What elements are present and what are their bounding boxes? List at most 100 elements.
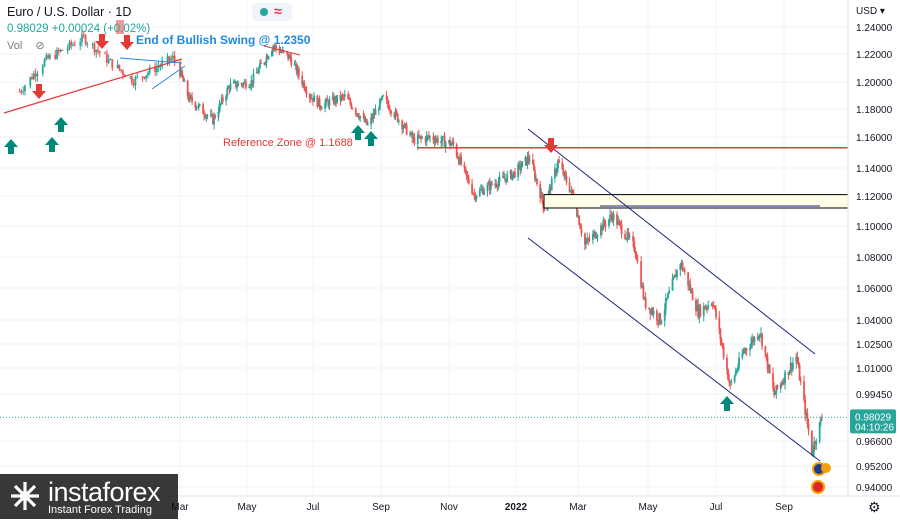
candle-body: [202, 104, 204, 114]
candle-body: [236, 86, 239, 88]
candle-body: [435, 137, 438, 140]
candle-body: [494, 183, 497, 186]
candle-body: [473, 193, 476, 195]
candle-body: [586, 238, 589, 243]
candle-body: [289, 55, 292, 59]
candle-body: [362, 115, 365, 117]
candle-body: [95, 49, 98, 53]
candle-body: [210, 114, 213, 116]
candle-body: [790, 362, 793, 370]
candle-body: [756, 337, 759, 339]
candle-body: [190, 95, 192, 98]
candle-body: [242, 82, 245, 86]
channel-upper-line: [527, 128, 816, 355]
candle-body: [648, 307, 651, 309]
arrow-head: [720, 396, 734, 404]
eye-slash-icon[interactable]: ⊘: [35, 40, 45, 52]
current-price-label: 0.98029: [855, 412, 892, 423]
candle-body: [249, 86, 252, 88]
candle-body: [682, 269, 685, 272]
candle-body: [528, 159, 531, 161]
candle-body: [243, 81, 246, 83]
green-up-arrow-icon: [45, 137, 59, 152]
candle-body: [374, 109, 377, 115]
candle-body: [557, 160, 559, 169]
candle-body: [358, 116, 360, 119]
candle-body: [248, 87, 251, 89]
candle-body: [206, 115, 209, 117]
candle-body: [402, 127, 405, 130]
candle-body: [526, 156, 529, 165]
candle-body: [664, 298, 667, 310]
volume-label[interactable]: Vol ⊘: [7, 38, 150, 55]
candle-body: [304, 89, 307, 92]
candle-body: [733, 375, 736, 382]
candle-body: [260, 63, 262, 65]
candle-body: [535, 178, 537, 180]
candle-body: [272, 46, 274, 52]
us-flag-icon[interactable]: [811, 480, 825, 494]
candle-body: [343, 94, 346, 97]
candle-body: [120, 69, 123, 71]
candle-body: [32, 73, 35, 79]
candle-body: [486, 184, 489, 192]
candle-body: [143, 76, 146, 79]
candle-body: [650, 309, 653, 314]
candle-body: [532, 164, 535, 170]
price-tick-label: 1.06000: [856, 284, 893, 295]
candle-body: [496, 186, 499, 188]
price-tick-label: 1.04000: [856, 316, 893, 327]
candle-body: [225, 96, 228, 102]
candle-body: [803, 381, 805, 400]
candle-body: [810, 430, 813, 455]
candle-body: [363, 116, 366, 122]
candle-body: [24, 85, 26, 92]
candle-body: [752, 338, 755, 343]
candle-body: [161, 61, 164, 67]
event-marker-icon[interactable]: [821, 463, 831, 473]
candle-body: [643, 297, 646, 299]
candle-body: [316, 95, 319, 107]
candle-body: [401, 120, 404, 130]
candle-body: [713, 306, 716, 308]
candle-body: [166, 56, 169, 62]
candle-body: [288, 55, 291, 59]
candle-body: [421, 137, 424, 139]
candle-body: [632, 236, 634, 242]
price-tick-label: 1.10000: [856, 222, 893, 233]
candle-body: [82, 34, 85, 36]
candle-body: [132, 82, 135, 86]
candle-body: [380, 99, 382, 101]
candle-body: [737, 367, 739, 371]
settings-gear-icon[interactable]: ⚙: [868, 499, 881, 515]
candle-body: [539, 184, 542, 199]
candle-body: [22, 91, 25, 93]
candle-body: [332, 96, 335, 104]
candle-body: [118, 64, 121, 70]
indicator-badge[interactable]: ≈: [252, 3, 292, 21]
candle-body: [658, 313, 661, 323]
candle-body: [695, 300, 697, 311]
candle-body: [403, 123, 406, 128]
arrow-stem: [8, 146, 14, 154]
candle-body: [308, 94, 311, 98]
candle-body: [550, 178, 553, 191]
candle-body: [168, 56, 171, 61]
candle-body: [416, 134, 419, 145]
candle-body: [478, 190, 481, 196]
candle-body: [518, 164, 521, 166]
candle-body: [795, 356, 798, 363]
candle-body: [450, 144, 453, 146]
candle-body: [181, 70, 184, 77]
candle-body: [147, 73, 149, 76]
candle-body: [498, 176, 501, 182]
candle-body: [109, 59, 112, 61]
candle-body: [440, 141, 443, 144]
candle-body: [86, 43, 89, 45]
candle-body: [326, 98, 329, 102]
candle-body: [396, 113, 399, 122]
candle-body: [483, 191, 486, 195]
candle-body: [604, 224, 607, 226]
